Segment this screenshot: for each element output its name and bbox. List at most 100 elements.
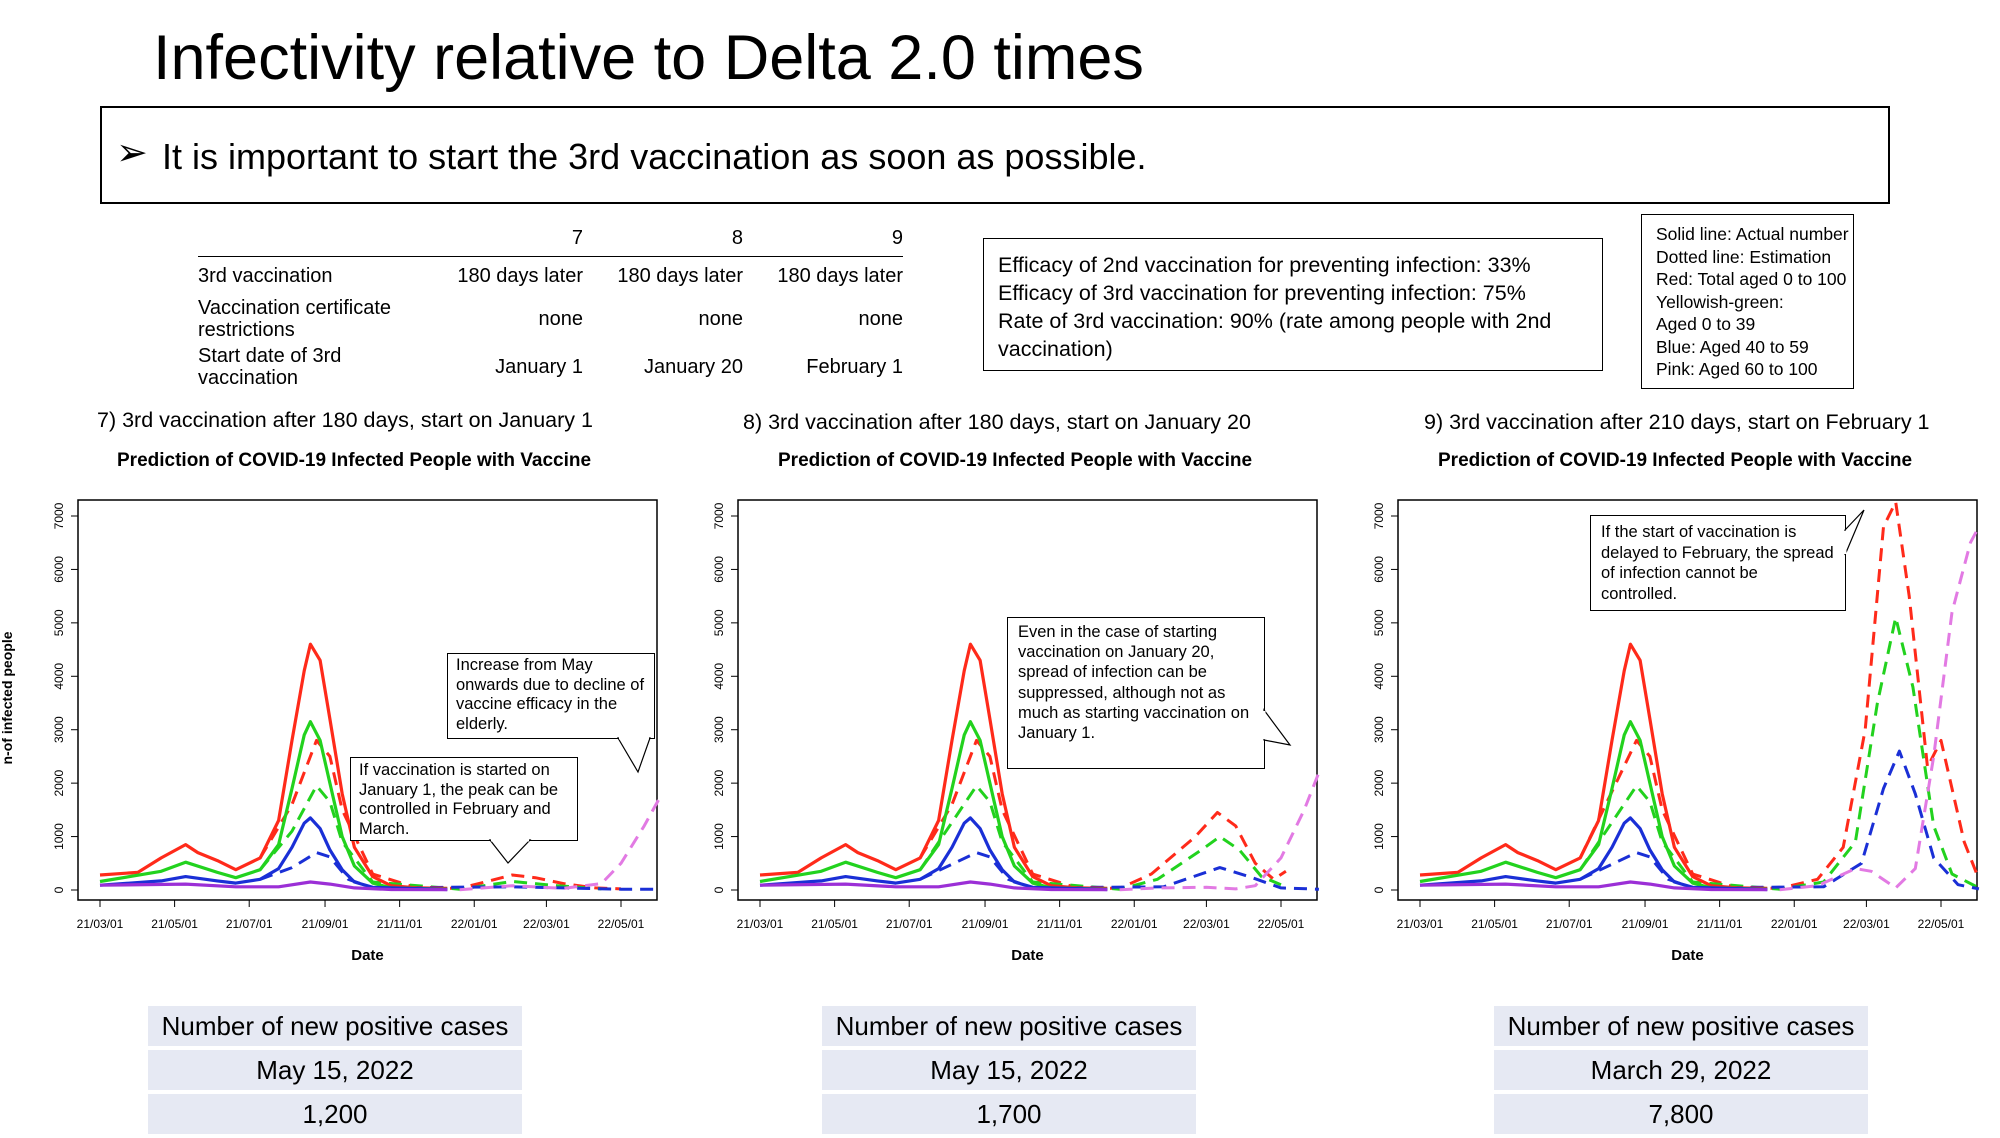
efficacy-line: Efficacy of 3rd vaccination for preventi… <box>998 281 1526 305</box>
table-cell: January 1 <box>495 355 583 378</box>
row-label: Start date of 3rd vaccination <box>198 345 342 389</box>
legend-line: Yellowish-green: <box>1656 291 1784 312</box>
x-axis-label: Date <box>1011 947 1044 964</box>
x-tick-label: 21/05/01 <box>811 917 858 931</box>
y-tick-label: 2000 <box>712 769 726 796</box>
x-tick-label: 22/05/01 <box>598 917 645 931</box>
actual-line-green <box>1419 720 1768 891</box>
x-tick-label: 22/05/01 <box>1918 917 1965 931</box>
y-tick-label: 1000 <box>1372 823 1386 850</box>
table-cell: 180 days later <box>777 264 903 287</box>
y-tick-label: 6000 <box>1372 556 1386 583</box>
key-message-text: It is important to start the 3rd vaccina… <box>162 136 1147 177</box>
line-legend-box: Solid line: Actual number Dotted line: E… <box>1641 214 1854 389</box>
x-axis-label: Date <box>351 947 384 964</box>
scenario-table-row: Vaccination certificate restrictions non… <box>198 295 903 343</box>
row-label: 3rd vaccination <box>198 265 333 287</box>
cases-header: Number of new positive cases <box>1494 1006 1868 1046</box>
table-cell: 180 days later <box>457 264 583 287</box>
x-tick-label: 21/11/01 <box>377 917 423 931</box>
page-title: Infectivity relative to Delta 2.0 times <box>153 23 1144 93</box>
cases-header: Number of new positive cases <box>148 1006 522 1046</box>
scenario-table-row: Start date of 3rd vaccination January 1 … <box>198 343 903 391</box>
panel-9-chart-title: Prediction of COVID-19 Infected People w… <box>1438 450 1913 471</box>
actual-line-purple <box>99 880 448 892</box>
x-tick-label: 22/01/01 <box>451 917 498 931</box>
y-tick-label: 7000 <box>1372 502 1386 529</box>
panel-7-callout-peak: If vaccination is started on January 1, … <box>350 757 578 841</box>
cases-value: 1,200 <box>148 1094 522 1134</box>
panel-7-callout-increase: Increase from May onwards due to decline… <box>447 653 655 739</box>
actual-line-red <box>1419 642 1768 890</box>
panel-9-callout: If the start of vaccination is delayed t… <box>1590 515 1846 611</box>
plot-frame <box>737 499 1318 901</box>
y-tick-label: 2000 <box>52 769 66 796</box>
panel-8-line-chart: 0 1000 2000 3000 4000 5000 6000 7000 21/03/01 21/… <box>712 499 1321 964</box>
x-tick-label: 21/07/01 <box>226 917 273 931</box>
plot-frame <box>1397 499 1978 901</box>
table-cell: none <box>698 307 744 330</box>
y-tick-label: 3000 <box>1372 716 1386 743</box>
cases-value: 7,800 <box>1494 1094 1868 1134</box>
x-tick-label: 21/03/01 <box>737 917 784 931</box>
panel-8-chart-title: Prediction of COVID-19 Infected People w… <box>778 450 1253 471</box>
x-tick-label: 21/05/01 <box>151 917 198 931</box>
panel-9-line-chart: 0 1000 2000 3000 4000 5000 6000 7000 21/03/01 21/… <box>1372 499 1981 964</box>
panel-9-caption: 9) 3rd vaccination after 210 days, start… <box>1424 410 1930 434</box>
y-tick-label: 4000 <box>52 663 66 690</box>
panel-8-cases-table: Number of new positive cases May 15, 202… <box>822 1002 1196 1138</box>
plot-frame <box>77 499 658 901</box>
y-tick-label: 5000 <box>1372 609 1386 636</box>
legend-line: Red: Total aged 0 to 100 <box>1656 269 1847 289</box>
estimation-line-pink <box>1119 771 1321 892</box>
x-tick-label: 21/09/01 <box>302 917 349 931</box>
x-tick-label: 21/07/01 <box>1546 917 1593 931</box>
cases-date: May 15, 2022 <box>822 1050 1196 1090</box>
legend-line: Pink: Aged 60 to 100 <box>1656 359 1818 379</box>
table-cell: February 1 <box>806 355 903 378</box>
table-cell: January 20 <box>644 355 743 378</box>
table-cell: none <box>858 307 904 330</box>
x-tick-label: 22/03/01 <box>1843 917 1890 931</box>
actual-line-green <box>99 720 448 891</box>
x-tick-label: 21/05/01 <box>1471 917 1518 931</box>
estimation-line-pink <box>1779 525 1981 892</box>
panel-7-chart-title: Prediction of COVID-19 Infected People w… <box>117 450 592 471</box>
cases-date: May 15, 2022 <box>148 1050 522 1090</box>
y-tick-label: 3000 <box>712 716 726 743</box>
scenario-table-header-row: 7 8 9 <box>198 220 903 257</box>
actual-line-red <box>759 642 1108 890</box>
estimation-line-green <box>259 784 602 891</box>
x-tick-label: 21/11/01 <box>1037 917 1083 931</box>
y-tick-label: 1000 <box>712 823 726 850</box>
x-tick-label: 21/03/01 <box>1397 917 1444 931</box>
arrow-bullet-icon: ➢ <box>116 132 148 174</box>
y-tick-label: 0 <box>52 886 66 893</box>
efficacy-line: Efficacy of 2nd vaccination for preventi… <box>998 253 1531 277</box>
y-tick-label: 6000 <box>712 556 726 583</box>
efficacy-line: Rate of 3rd vaccination: 90% (rate among… <box>998 309 1552 361</box>
x-tick-label: 22/01/01 <box>1771 917 1818 931</box>
panel-7-caption: 7) 3rd vaccination after 180 days, start… <box>97 408 593 432</box>
callout-text: Increase from May onwards due to decline… <box>456 656 645 733</box>
y-tick-label: 5000 <box>712 609 726 636</box>
legend-line: Blue: Aged 40 to 59 <box>1656 336 1809 357</box>
actual-line-blue <box>759 816 1108 892</box>
table-cell: none <box>538 307 584 330</box>
scenario-header-blank <box>198 220 423 257</box>
actual-line-purple <box>1419 880 1768 892</box>
panel-7-cases-table: Number of new positive cases May 15, 202… <box>148 1002 522 1138</box>
y-tick-label: 0 <box>1372 886 1386 893</box>
scenario-table: 7 8 9 3rd vaccination 180 days later 180… <box>198 220 903 391</box>
x-tick-label: 21/09/01 <box>1622 917 1669 931</box>
x-axis-label: Date <box>1671 947 1704 964</box>
legend-line: Solid line: Actual number <box>1656 224 1849 244</box>
panel-8-caption: 8) 3rd vaccination after 180 days, start… <box>743 410 1251 434</box>
legend-line: Dotted line: Estimation <box>1656 246 1832 267</box>
cases-header: Number of new positive cases <box>822 1006 1196 1046</box>
actual-line-blue <box>99 816 448 892</box>
actual-line-red <box>99 642 448 890</box>
x-tick-label: 21/09/01 <box>962 917 1009 931</box>
y-tick-label: 7000 <box>712 502 726 529</box>
cases-value: 1,700 <box>822 1094 1196 1134</box>
